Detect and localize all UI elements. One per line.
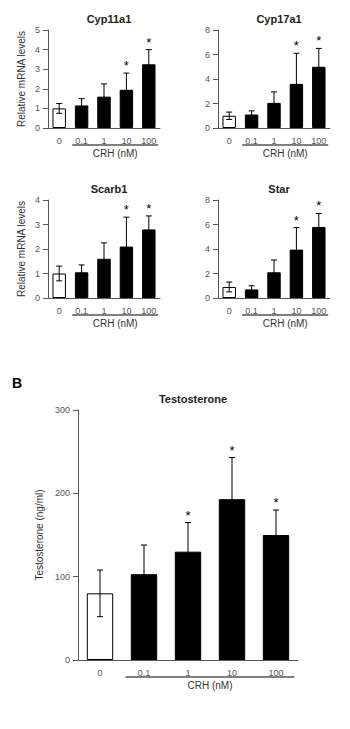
svg-text:100: 100 <box>311 136 326 146</box>
svg-text:Relative mRNA levels: Relative mRNA levels <box>16 31 27 127</box>
svg-text:6: 6 <box>205 220 210 230</box>
svg-text:0.1: 0.1 <box>245 136 258 146</box>
svg-text:0.1: 0.1 <box>138 668 151 678</box>
svg-text:4: 4 <box>35 195 40 205</box>
svg-text:CRH (nM): CRH (nM) <box>263 148 308 159</box>
svg-text:CRH (nM): CRH (nM) <box>263 318 308 329</box>
svg-text:Star: Star <box>268 183 290 195</box>
svg-text:1: 1 <box>101 306 106 316</box>
svg-text:2: 2 <box>205 99 210 109</box>
svg-text:4: 4 <box>35 45 40 55</box>
svg-text:*: * <box>294 38 299 53</box>
svg-text:Relative mRNA levels: Relative mRNA levels <box>16 201 27 297</box>
svg-text:1: 1 <box>35 269 40 279</box>
svg-text:Cyp11a1: Cyp11a1 <box>87 13 132 25</box>
svg-text:100: 100 <box>311 306 326 316</box>
svg-text:100: 100 <box>268 668 283 678</box>
svg-text:*: * <box>316 33 321 48</box>
svg-text:CRH (nM): CRH (nM) <box>93 148 138 159</box>
svg-text:*: * <box>316 198 321 213</box>
svg-text:5: 5 <box>35 25 40 35</box>
svg-text:2: 2 <box>35 84 40 94</box>
svg-text:10: 10 <box>291 306 301 316</box>
svg-text:0: 0 <box>227 136 232 146</box>
svg-text:10: 10 <box>227 668 237 678</box>
svg-text:*: * <box>146 35 151 50</box>
svg-text:Testosterone: Testosterone <box>159 393 227 405</box>
svg-text:3: 3 <box>35 64 40 74</box>
svg-text:Testosterone (ng/ml): Testosterone (ng/ml) <box>34 489 45 580</box>
svg-text:Cyp17a1: Cyp17a1 <box>256 13 301 25</box>
svg-text:2: 2 <box>205 269 210 279</box>
svg-text:300: 300 <box>55 405 70 415</box>
svg-text:*: * <box>229 443 234 458</box>
svg-text:100: 100 <box>141 306 156 316</box>
svg-text:0: 0 <box>97 668 102 678</box>
svg-text:6: 6 <box>205 50 210 60</box>
svg-text:200: 200 <box>55 488 70 498</box>
svg-text:1: 1 <box>185 668 190 678</box>
svg-text:B: B <box>12 375 22 391</box>
svg-text:0: 0 <box>35 293 40 303</box>
svg-text:*: * <box>146 201 151 216</box>
svg-text:0: 0 <box>65 655 70 665</box>
svg-text:0.1: 0.1 <box>245 306 258 316</box>
svg-text:10: 10 <box>121 136 131 146</box>
svg-text:0.1: 0.1 <box>75 136 88 146</box>
svg-text:0: 0 <box>35 123 40 133</box>
svg-text:2: 2 <box>35 244 40 254</box>
svg-text:1: 1 <box>101 136 106 146</box>
svg-text:0: 0 <box>57 136 62 146</box>
svg-text:8: 8 <box>205 25 210 35</box>
svg-text:4: 4 <box>205 244 210 254</box>
svg-text:*: * <box>124 58 129 73</box>
svg-text:8: 8 <box>205 195 210 205</box>
svg-text:*: * <box>273 495 278 510</box>
svg-text:0: 0 <box>205 293 210 303</box>
svg-text:3: 3 <box>35 220 40 230</box>
svg-text:4: 4 <box>205 74 210 84</box>
svg-text:0: 0 <box>57 306 62 316</box>
svg-text:*: * <box>185 508 190 523</box>
svg-text:1: 1 <box>271 306 276 316</box>
svg-text:1: 1 <box>271 136 276 146</box>
svg-text:Scarb1: Scarb1 <box>91 183 128 195</box>
svg-text:CRH (nM): CRH (nM) <box>93 318 138 329</box>
svg-text:0: 0 <box>205 123 210 133</box>
svg-text:10: 10 <box>291 136 301 146</box>
svg-text:100: 100 <box>141 136 156 146</box>
svg-text:0: 0 <box>227 306 232 316</box>
svg-text:CRH (nM): CRH (nM) <box>188 680 233 691</box>
svg-text:*: * <box>294 213 299 228</box>
svg-text:10: 10 <box>121 306 131 316</box>
svg-text:100: 100 <box>55 572 70 582</box>
svg-text:0.1: 0.1 <box>75 306 88 316</box>
svg-text:1: 1 <box>35 103 40 113</box>
svg-text:*: * <box>124 202 129 217</box>
